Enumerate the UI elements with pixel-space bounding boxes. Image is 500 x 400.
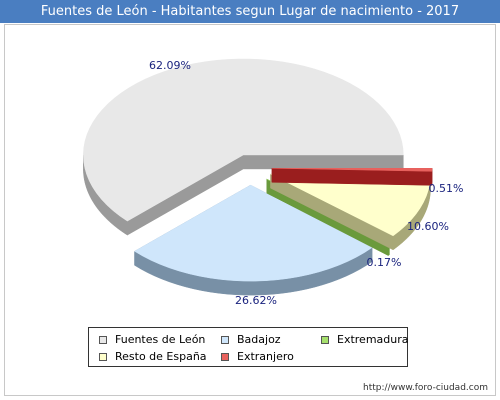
legend-swatch [321, 335, 329, 344]
legend-label: Fuentes de León [115, 333, 206, 346]
legend-item-badajoz: Badajoz [221, 333, 281, 346]
legend-item-resto-de-espana: Resto de España [99, 350, 207, 363]
pie-slice-fuentes-de-leon [83, 58, 404, 236]
legend-swatch [221, 335, 229, 344]
legend-item-extremadura: Extremadura [321, 333, 409, 346]
legend: Fuentes de León Badajoz Extremadura Resto d… [88, 327, 409, 367]
legend-label: Badajoz [237, 333, 281, 346]
pie-slice-extranjero [271, 168, 433, 186]
data-label-fuentes-de-leon: 62.09% [149, 59, 191, 72]
data-label-extremadura: 0.17% [367, 256, 402, 269]
legend-swatch [221, 352, 229, 361]
data-label-badajoz: 26.62% [235, 294, 277, 307]
legend-swatch [99, 335, 107, 344]
legend-label: Resto de España [115, 350, 207, 363]
legend-item-fuentes-de-leon: Fuentes de León [99, 333, 205, 346]
legend-item-extranjero: Extranjero [221, 350, 294, 363]
legend-label: Extremadura [337, 333, 409, 346]
source-url: http://www.foro-ciudad.com [363, 383, 488, 393]
pie-slice-badajoz [134, 184, 373, 296]
legend-label: Extranjero [237, 350, 294, 363]
data-label-resto-de-espana: 10.60% [407, 220, 449, 233]
chart-title: Fuentes de León - Habitantes segun Lugar… [0, 0, 500, 23]
data-label-extranjero: 0.51% [429, 182, 464, 195]
legend-swatch [99, 352, 107, 361]
